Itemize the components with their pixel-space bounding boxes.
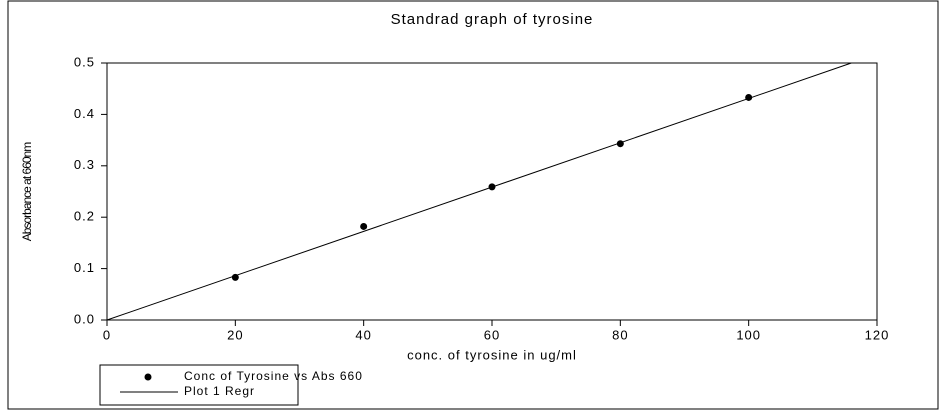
y-tick-label: 0.5 <box>74 54 95 69</box>
x-tick-label: 80 <box>612 327 628 342</box>
y-tick-label: 0.0 <box>74 311 95 326</box>
frame <box>7 0 939 410</box>
legend-marker <box>144 373 152 381</box>
y-axis-label: Absorbance at 660nm <box>20 142 34 241</box>
plot-area <box>106 62 878 321</box>
y-tick-label: 0.3 <box>74 157 95 172</box>
x-axis-label: conc. of tyrosine in ug/ml <box>407 347 577 362</box>
x-tick-label: 20 <box>227 327 243 342</box>
x-tick-label: 100 <box>736 327 761 342</box>
legend-label: Conc of Tyrosine vs Abs 660 <box>184 369 363 383</box>
y-tick-label: 0.4 <box>74 106 95 121</box>
chart-title: Standrad graph of tyrosine <box>391 11 594 28</box>
point <box>360 222 368 230</box>
y-tick-label: 0.2 <box>74 209 95 224</box>
x-tick-label: 60 <box>484 327 500 342</box>
x-tick-label: 0 <box>103 327 111 342</box>
x-tick-label: 120 <box>865 327 890 342</box>
y-tick-label: 0.1 <box>74 260 95 275</box>
x-tick-label: 40 <box>355 327 371 342</box>
legend <box>99 364 299 406</box>
regression-line <box>106 62 852 321</box>
legend-label: Plot 1 Regr <box>184 384 255 398</box>
